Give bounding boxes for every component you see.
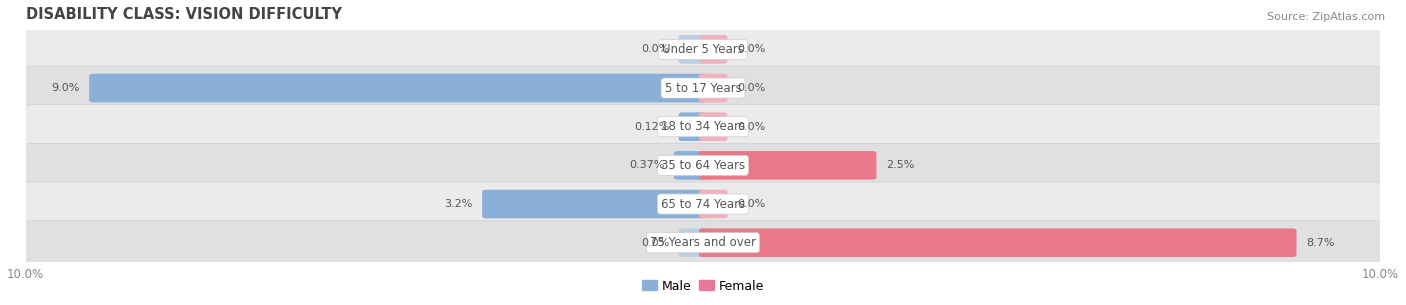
Text: 0.0%: 0.0% [737, 122, 765, 132]
Text: 0.0%: 0.0% [641, 45, 669, 54]
FancyBboxPatch shape [699, 74, 727, 102]
Text: Under 5 Years: Under 5 Years [662, 43, 744, 56]
Text: 8.7%: 8.7% [1306, 238, 1334, 248]
FancyBboxPatch shape [699, 113, 727, 141]
Text: 9.0%: 9.0% [52, 83, 80, 93]
FancyBboxPatch shape [482, 190, 707, 218]
Text: 0.0%: 0.0% [641, 238, 669, 248]
Text: 0.12%: 0.12% [634, 122, 669, 132]
Text: 18 to 34 Years: 18 to 34 Years [661, 120, 745, 133]
FancyBboxPatch shape [22, 143, 1384, 187]
Text: 0.37%: 0.37% [628, 160, 665, 170]
Text: 0.0%: 0.0% [737, 45, 765, 54]
FancyBboxPatch shape [22, 105, 1384, 149]
Text: 0.0%: 0.0% [737, 83, 765, 93]
FancyBboxPatch shape [22, 66, 1384, 110]
Text: 5 to 17 Years: 5 to 17 Years [665, 81, 741, 95]
Text: 2.5%: 2.5% [886, 160, 914, 170]
FancyBboxPatch shape [673, 151, 707, 180]
Legend: Male, Female: Male, Female [637, 274, 769, 298]
Text: 0.0%: 0.0% [737, 199, 765, 209]
Text: 75 Years and over: 75 Years and over [650, 236, 756, 249]
Text: 65 to 74 Years: 65 to 74 Years [661, 198, 745, 210]
FancyBboxPatch shape [89, 74, 707, 102]
FancyBboxPatch shape [699, 151, 876, 180]
Text: 35 to 64 Years: 35 to 64 Years [661, 159, 745, 172]
FancyBboxPatch shape [22, 221, 1384, 265]
FancyBboxPatch shape [699, 190, 727, 218]
FancyBboxPatch shape [679, 35, 707, 64]
Text: DISABILITY CLASS: VISION DIFFICULTY: DISABILITY CLASS: VISION DIFFICULTY [25, 7, 342, 22]
FancyBboxPatch shape [699, 35, 727, 64]
FancyBboxPatch shape [22, 27, 1384, 71]
Text: Source: ZipAtlas.com: Source: ZipAtlas.com [1267, 12, 1385, 22]
FancyBboxPatch shape [679, 113, 707, 141]
FancyBboxPatch shape [699, 228, 1296, 257]
Text: 3.2%: 3.2% [444, 199, 472, 209]
FancyBboxPatch shape [22, 182, 1384, 226]
FancyBboxPatch shape [679, 228, 707, 257]
